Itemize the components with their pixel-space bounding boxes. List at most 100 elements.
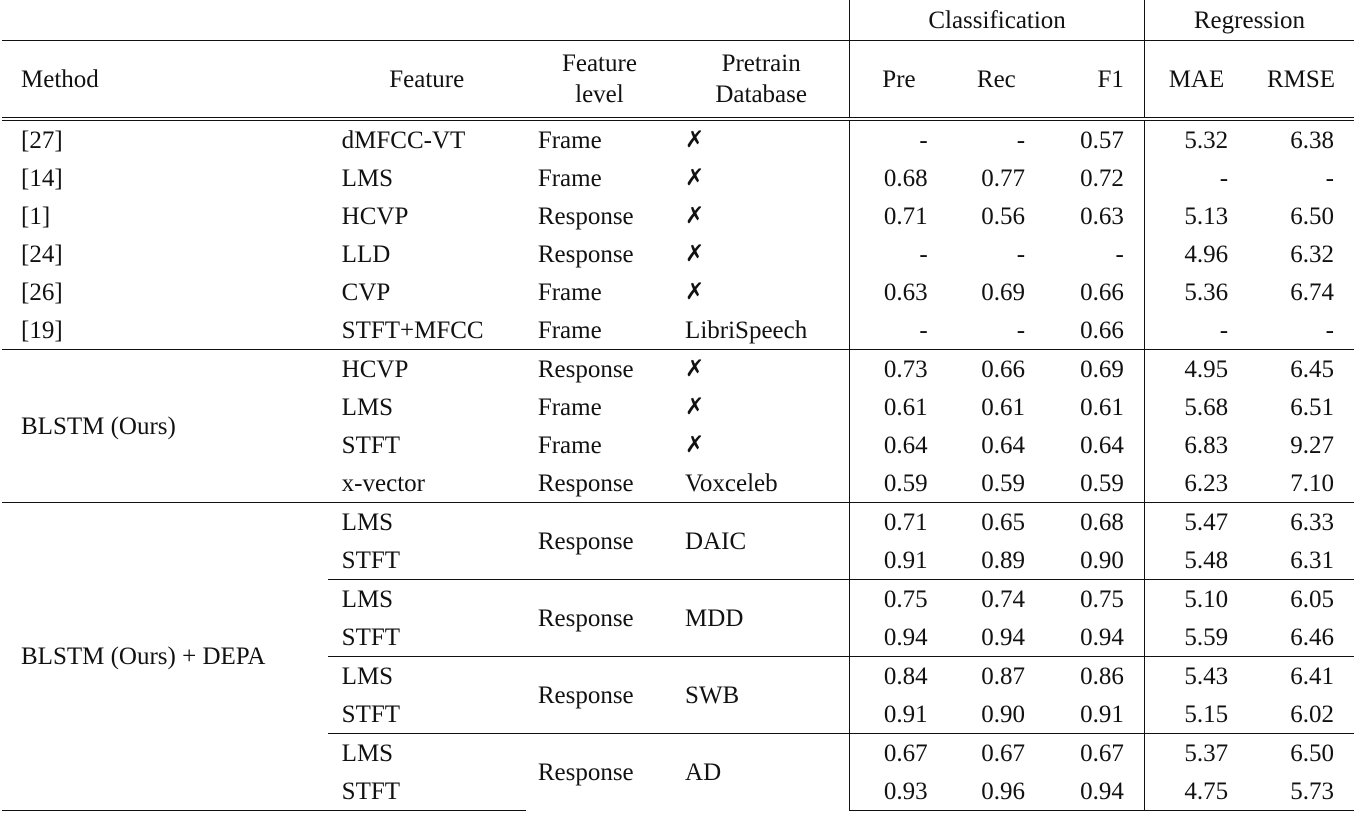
f1-cell: 0.61	[1080, 393, 1124, 421]
pre-header: Pre	[849, 40, 948, 119]
rmse-cell: 6.02	[1290, 700, 1334, 728]
rec-cell: -	[947, 117, 1046, 159]
rmse-cell: 5.73	[1248, 772, 1354, 811]
f1-cell: 0.94	[1045, 772, 1145, 811]
mae-cell: 5.37	[1143, 733, 1249, 772]
f1-cell: 0.72	[1080, 164, 1124, 192]
table-row: [27] dMFCC-VT Frame ✗ - -0.57 5.32 6.38	[2, 117, 1354, 159]
method-cell: BLSTM (Ours)	[2, 349, 328, 503]
mae-cell: 5.10	[1143, 579, 1249, 618]
method-cell: [26]	[21, 278, 63, 306]
feature-cell: STFT	[341, 700, 401, 728]
f1-cell: 0.59	[1080, 469, 1124, 497]
mae-cell: 6.83	[1143, 426, 1249, 464]
table-row: STFT 0.93 0.96 0.94 4.75 5.73	[2, 772, 1354, 811]
rmse-header: RMSE	[1248, 40, 1354, 119]
feature-cell: LMS	[327, 502, 526, 541]
pretrain-database-cell: ✗	[685, 164, 705, 191]
pretrain-database-cell: ✗	[673, 117, 850, 159]
rmse-cell: 6.50	[1290, 202, 1334, 230]
mae-cell: 5.36	[1143, 273, 1249, 311]
mae-cell: -	[1143, 311, 1249, 350]
rec-cell: 0.96	[947, 772, 1046, 811]
feature-cell: LLD	[341, 240, 391, 268]
method-cell: [27]	[2, 117, 328, 159]
table-row: [24] LLD Response ✗ - - -4.96 6.32	[2, 235, 1354, 273]
feature-cell: STFT	[341, 431, 401, 459]
rmse-cell: -	[1325, 164, 1334, 192]
feature-level-cell: Frame	[525, 117, 674, 159]
mae-header: MAE	[1143, 40, 1249, 119]
regression-group-header: Regression	[1143, 0, 1354, 41]
table-row: LMS Frame ✗ 0.61 0.61 0.61 5.68 6.51	[2, 388, 1354, 426]
f1-cell: 0.90	[1080, 546, 1124, 574]
pre-cell: 0.93	[849, 772, 948, 811]
rmse-cell: 9.27	[1290, 431, 1334, 459]
feature-cell: LMS	[341, 393, 394, 421]
pre-cell: 0.68	[849, 159, 948, 197]
rmse-cell: 6.32	[1290, 240, 1334, 268]
pretrain-database-cell: ✗	[673, 349, 850, 388]
rec-cell: 0.64	[981, 431, 1026, 459]
table-row: STFT 0.91 0.90 0.91 5.15 6.02	[2, 695, 1354, 734]
mae-cell: 5.48	[1143, 541, 1249, 580]
rec-cell: 0.67	[947, 733, 1046, 772]
mae-cell: 5.32	[1143, 117, 1249, 159]
feature-level-cell: Response	[525, 656, 674, 734]
pre-cell: 0.63	[849, 273, 948, 311]
rmse-cell: 6.74	[1290, 278, 1334, 306]
rec-cell: 0.90	[981, 700, 1026, 728]
pre-cell: 0.71	[849, 197, 948, 235]
pre-cell: 0.84	[849, 656, 948, 695]
f1-cell: 0.64	[1080, 431, 1124, 459]
table-row: x-vector Response Voxceleb 0.59 0.59 0.59 6.23…	[2, 464, 1354, 503]
feature-cell: HCVP	[327, 349, 526, 388]
f1-cell: 0.94	[1080, 623, 1124, 651]
rmse-cell: 6.33	[1248, 502, 1354, 541]
feature-level-cell: Response	[537, 240, 634, 268]
rec-cell: 0.56	[981, 202, 1026, 230]
rec-cell: -	[1016, 240, 1026, 268]
f1-cell: 0.63	[1080, 202, 1124, 230]
feature-cell: STFT+MFCC	[341, 316, 484, 344]
feature-level-cell: Response	[525, 733, 674, 811]
feature-header: Feature	[327, 40, 526, 119]
f1-cell: 0.86	[1045, 656, 1145, 695]
header-column-row: Method Feature Feature level Pretrain Data…	[2, 40, 1354, 119]
rec-cell: 0.66	[947, 349, 1046, 388]
feature-level-cell: Frame	[537, 393, 602, 421]
mae-cell: 6.23	[1143, 464, 1249, 503]
feature-level-cell: Response	[525, 502, 674, 580]
pre-cell: 0.73	[849, 349, 948, 388]
rec-cell: 0.65	[947, 502, 1046, 541]
rec-cell: 0.59	[981, 469, 1026, 497]
rec-cell: 0.87	[947, 656, 1046, 695]
table-row: BLSTM (Ours) HCVP Response ✗ 0.73 0.66 0.69 4.9…	[2, 349, 1354, 503]
pre-cell: -	[849, 235, 948, 273]
pretrain-database-cell: DAIC	[673, 502, 850, 580]
feature-cell: STFT	[341, 546, 401, 574]
f1-cell: 0.66	[1080, 316, 1124, 344]
feature-level-cell: Response	[525, 579, 674, 657]
f1-cell: -	[1115, 240, 1124, 268]
feature-cell: STFT	[341, 623, 401, 651]
pretrain-database-cell: ✗	[685, 202, 705, 229]
pretrain-database-cell: ✗	[685, 393, 705, 420]
pretrain-database-cell: ✗	[685, 431, 705, 458]
table-row: BLSTM (Ours) + DEPA LMS Response DAIC 0.71 0.…	[2, 502, 1354, 811]
rec-cell: 0.89	[981, 546, 1026, 574]
method-cell: [24]	[21, 240, 63, 268]
rec-cell: 0.69	[981, 278, 1026, 306]
pretrain-database-cell: ✗	[685, 240, 705, 267]
table-row: [14] LMS Frame ✗ 0.68 0.77 0.72- -	[2, 159, 1354, 197]
method-cell: [1]	[21, 202, 51, 230]
pre-cell: 0.64	[849, 426, 948, 464]
mae-cell: 5.59	[1143, 618, 1249, 657]
pre-cell: -	[849, 117, 948, 159]
mae-cell: 5.13	[1143, 197, 1249, 235]
pretrain-database-cell: AD	[673, 733, 850, 811]
classification-group-header: Classification	[849, 0, 1145, 41]
table-row: STFT Frame ✗ 0.64 0.64 0.64 6.83 9.27	[2, 426, 1354, 464]
pre-cell: 0.75	[849, 579, 948, 618]
